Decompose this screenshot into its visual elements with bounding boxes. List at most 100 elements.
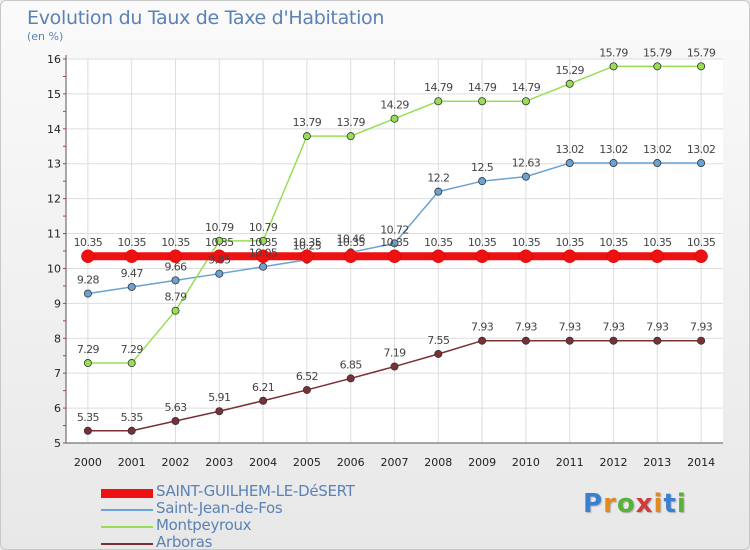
legend-label: Arboras — [156, 533, 213, 550]
data-label: 9.66 — [164, 260, 187, 273]
series-point — [390, 362, 399, 371]
series-point — [215, 269, 224, 278]
data-label: 6.85 — [340, 358, 363, 371]
data-label: 10.35 — [599, 236, 628, 249]
y-tick-label: 13 — [47, 158, 61, 171]
series-point — [565, 159, 574, 168]
series-point — [300, 249, 314, 263]
series-point — [565, 79, 574, 88]
logo-letter: r — [603, 489, 617, 519]
logo-letter: t — [663, 489, 677, 519]
data-label: 6.52 — [296, 370, 318, 383]
x-tick-label: 2014 — [687, 456, 715, 469]
series-point — [434, 97, 443, 106]
data-label: 7.19 — [383, 347, 406, 360]
series-point — [434, 349, 443, 358]
data-label: 12.2 — [427, 172, 449, 185]
series-point — [653, 159, 662, 168]
data-label: 13.79 — [336, 116, 365, 129]
data-label: 7.29 — [77, 343, 100, 356]
data-label: 7.93 — [602, 321, 625, 334]
data-label: 7.29 — [121, 343, 144, 356]
series-point — [565, 336, 574, 345]
data-label: 8.79 — [164, 291, 187, 304]
series-point — [653, 336, 662, 345]
series-point — [478, 177, 487, 186]
legend-label: Saint-Jean-de-Fos — [156, 499, 283, 517]
data-label: 10.35 — [293, 236, 322, 249]
series-point — [475, 249, 489, 263]
series-point — [609, 336, 618, 345]
x-tick-label: 2002 — [162, 456, 190, 469]
logo-letter: P — [583, 489, 604, 519]
y-tick-label: 16 — [47, 53, 61, 66]
data-label: 14.79 — [424, 81, 453, 94]
x-tick-label: 2010 — [512, 456, 540, 469]
data-label: 10.35 — [117, 236, 146, 249]
logo-letter: i — [653, 489, 664, 519]
series-point — [478, 336, 487, 345]
data-label: 5.63 — [164, 401, 187, 414]
data-label: 10.46 — [336, 232, 365, 245]
data-label: 7.55 — [427, 334, 450, 347]
series-point — [127, 359, 136, 368]
x-tick-label: 2009 — [468, 456, 496, 469]
data-label: 10.35 — [424, 236, 453, 249]
data-label: 14.29 — [380, 99, 409, 112]
x-tick-label: 2013 — [643, 456, 671, 469]
chart-title: Evolution du Taux de Taxe d'Habitation — [27, 7, 385, 29]
data-label: 10.79 — [249, 221, 278, 234]
series-point — [212, 249, 227, 263]
data-label: 10.35 — [249, 236, 278, 249]
series-point — [521, 172, 530, 181]
series-point — [521, 336, 530, 345]
series-point — [606, 249, 621, 263]
data-label: 5.35 — [121, 411, 144, 424]
series-point — [256, 249, 270, 263]
series-point — [171, 417, 180, 426]
x-tick-label: 2004 — [249, 456, 277, 469]
series-point — [346, 132, 355, 141]
data-label: 13.79 — [293, 116, 322, 129]
legend-label: SAINT-GUILHEM-LE-DéSERT — [156, 482, 355, 500]
data-label: 7.93 — [690, 321, 713, 334]
series-point — [83, 359, 92, 368]
series-point — [434, 187, 443, 196]
logo-letter: i — [676, 489, 687, 519]
data-label: 10.35 — [74, 236, 103, 249]
legend-swatch — [101, 543, 153, 545]
series-point — [387, 249, 402, 263]
y-tick-label: 10 — [47, 262, 61, 275]
y-tick-label: 7 — [54, 367, 61, 380]
data-label: 10.05 — [249, 247, 278, 260]
logo-letter: o — [616, 489, 636, 519]
legend-label: Montpeyroux — [156, 516, 252, 534]
data-label: 7.93 — [559, 321, 582, 334]
data-label: 10.35 — [468, 236, 497, 249]
y-tick-label: 9 — [54, 297, 61, 310]
series-group — [81, 62, 708, 435]
series-point — [478, 97, 487, 106]
chart-unit-label: (en %) — [27, 30, 64, 43]
series-point — [562, 249, 577, 263]
data-label: 10.35 — [512, 236, 541, 249]
series-point — [124, 249, 139, 263]
series-point — [521, 97, 530, 106]
data-label: 12.5 — [471, 161, 494, 174]
x-tick-label: 2003 — [205, 456, 233, 469]
data-label: 14.79 — [512, 81, 541, 94]
x-tick-label: 2006 — [337, 456, 365, 469]
x-tick-label: 2007 — [381, 456, 409, 469]
data-label: 14.79 — [468, 81, 497, 94]
series-point — [83, 289, 92, 298]
y-tick-label: 12 — [47, 193, 61, 206]
data-label: 13.02 — [643, 143, 672, 156]
y-tick-label: 11 — [47, 228, 61, 241]
data-label: 10.35 — [687, 236, 716, 249]
data-label: 7.93 — [646, 321, 669, 334]
data-label: 10.35 — [205, 236, 234, 249]
data-label: 15.79 — [687, 46, 716, 59]
data-label: 6.21 — [252, 381, 274, 394]
x-tick-label: 2012 — [600, 456, 628, 469]
